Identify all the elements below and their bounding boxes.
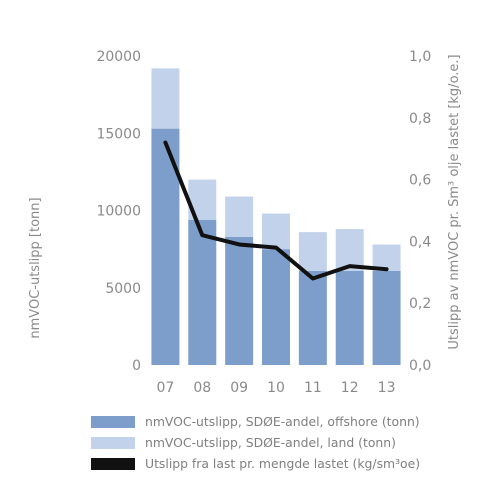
bar-offshore-11 [298, 270, 327, 365]
x-tick-label: 10 [267, 380, 285, 396]
bar-land-11 [298, 232, 327, 271]
y2-tick-label: 1,0 [409, 49, 431, 65]
bar-land-07 [151, 68, 180, 129]
bar-offshore-09 [225, 236, 254, 365]
bars-layer [151, 68, 401, 365]
legend-item-offshore: nmVOC-utslipp, SDØE-andel, offshore (ton… [91, 412, 496, 431]
x-tick-label: 09 [230, 380, 248, 396]
y2-tick-label: 0,4 [409, 234, 431, 250]
y-tick-label: 0 [132, 358, 141, 374]
bar-offshore-08 [188, 219, 217, 365]
y2-tick-label: 0,6 [409, 173, 431, 189]
bar-land-13 [372, 244, 401, 271]
legend-swatch-line [91, 457, 135, 470]
legend-item-land: nmVOC-utslipp, SDØE-andel, land (tonn) [91, 433, 496, 452]
legend-label-land: nmVOC-utslipp, SDØE-andel, land (tonn) [145, 435, 396, 450]
legend-label-line: Utslipp fra last pr. mengde lastet (kg/s… [145, 456, 421, 471]
bar-offshore-12 [335, 270, 364, 365]
y2-tick-label: 0,8 [409, 111, 431, 127]
bar-land-10 [262, 213, 290, 250]
y-tick-label: 20000 [96, 49, 141, 65]
bar-land-09 [225, 196, 254, 237]
bar-offshore-10 [262, 249, 290, 365]
legend-swatch-offshore [91, 415, 135, 428]
x-axis: 07 08 09 10 11 12 13 [157, 380, 396, 396]
y-tick-label: 5000 [105, 281, 141, 297]
bar-offshore-13 [372, 270, 401, 365]
y-tick-label: 10000 [96, 204, 141, 220]
line-layer [163, 140, 389, 281]
legend: nmVOC-utslipp, SDØE-andel, offshore (ton… [91, 412, 496, 475]
y-tick-label: 15000 [96, 126, 141, 142]
y-axis-label: nmVOC-utslipp [tonn] [28, 197, 43, 338]
x-tick-label: 12 [341, 380, 359, 396]
legend-swatch-land [91, 436, 135, 449]
y2-tick-label: 0,2 [409, 296, 431, 312]
x-tick-label: 13 [378, 380, 396, 396]
y-axis-left: 0 5000 10000 15000 20000 [96, 49, 141, 374]
x-tick-label: 11 [304, 380, 322, 396]
bar-land-12 [335, 229, 364, 271]
y-axis-right: 0,0 0,2 0,4 0,6 0,8 1,0 [409, 49, 431, 374]
legend-label-offshore: nmVOC-utslipp, SDØE-andel, offshore (ton… [145, 414, 420, 429]
y2-axis-label: Utslipp av nmVOC pr. Sm³ olje lastet [kg… [447, 54, 462, 349]
legend-item-line: Utslipp fra last pr. mengde lastet (kg/s… [91, 454, 496, 473]
y2-tick-label: 0,0 [409, 358, 431, 374]
x-tick-label: 07 [157, 380, 175, 396]
x-tick-label: 08 [193, 380, 211, 396]
